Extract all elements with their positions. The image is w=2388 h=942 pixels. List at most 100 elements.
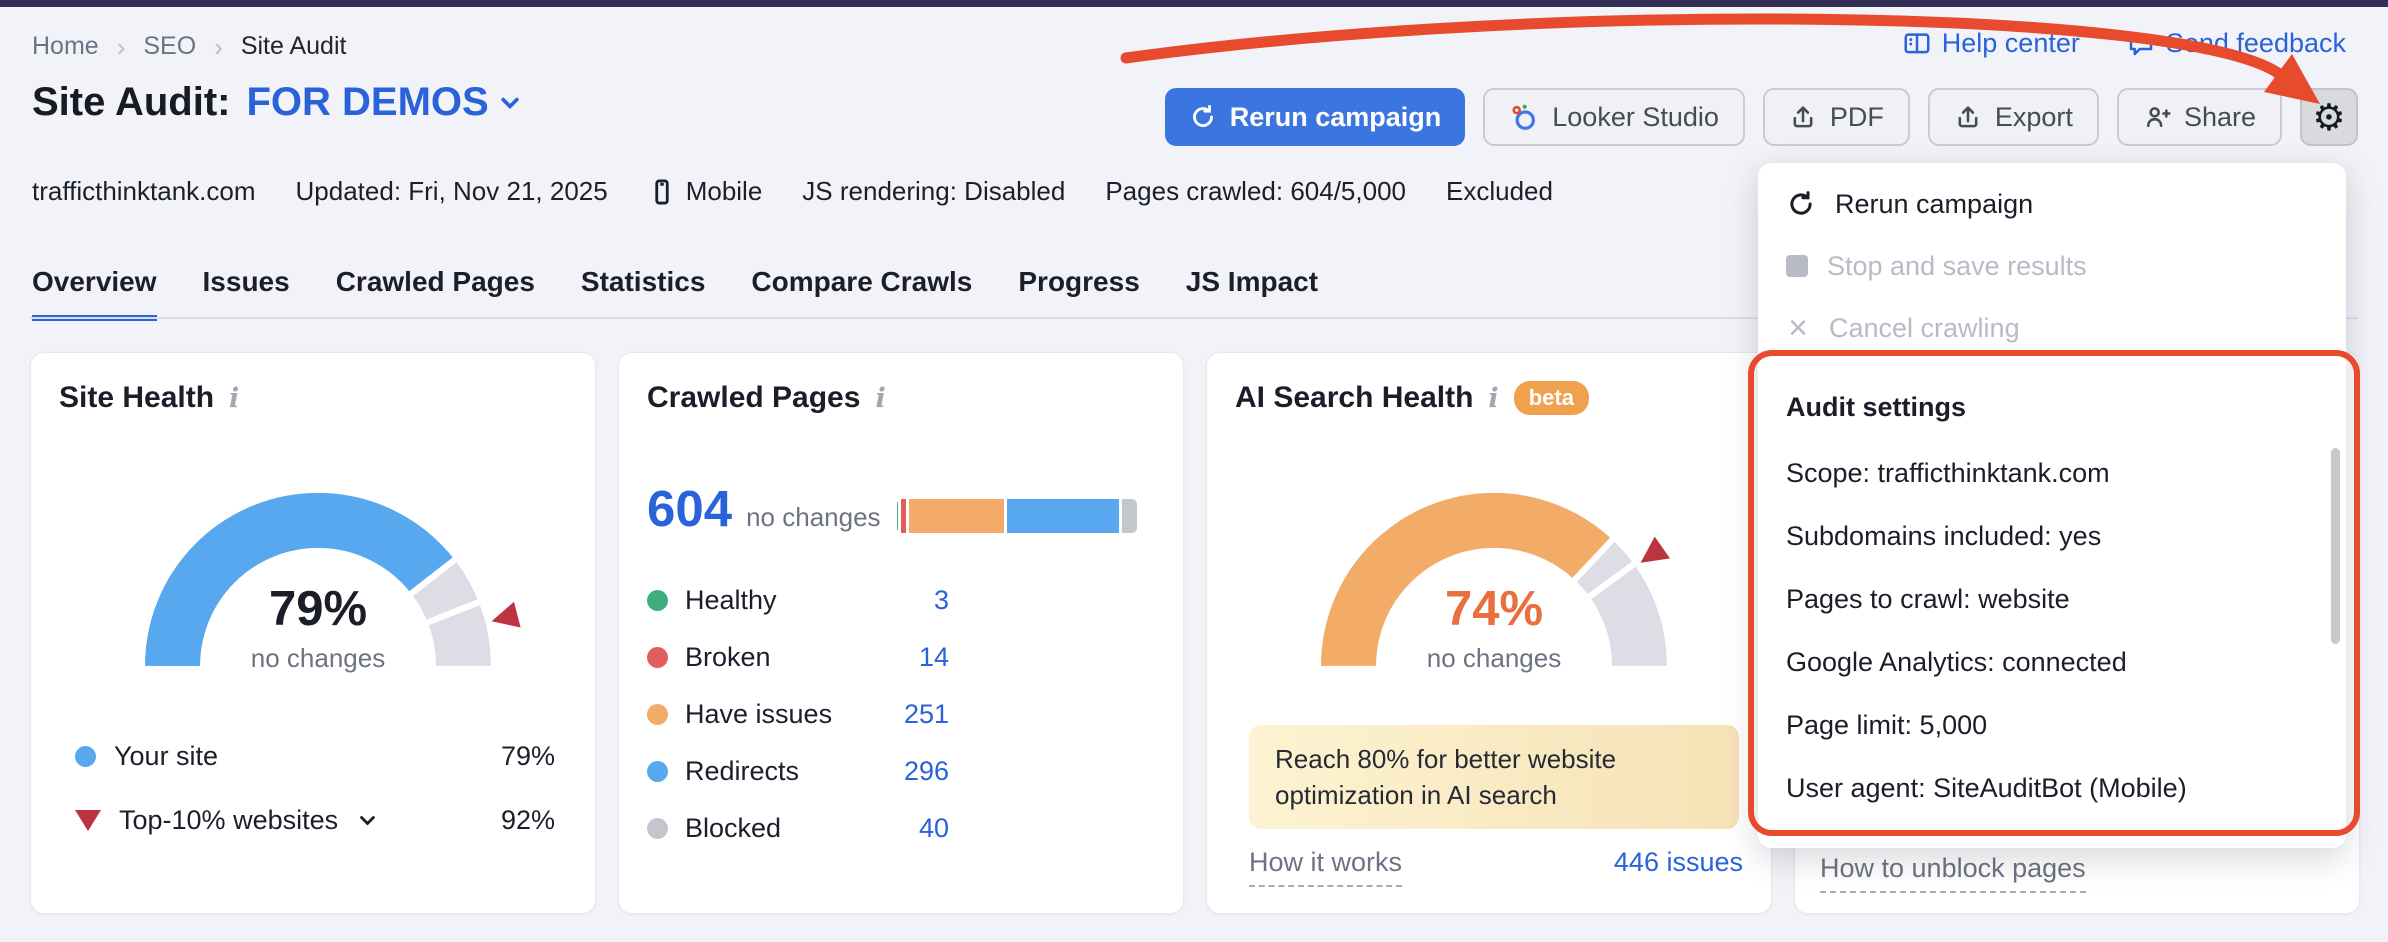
pages-crawled: Pages crawled: 604/5,000: [1105, 176, 1406, 206]
bar-segment-have-issues: [909, 499, 1005, 533]
tab-progress[interactable]: Progress: [1018, 266, 1140, 297]
chevron-right-icon: ›: [214, 31, 223, 62]
js-rendering: JS rendering: Disabled: [802, 176, 1066, 206]
ai-search-health-title: AI Search Health i beta: [1235, 381, 1589, 415]
tab-crawled-pages[interactable]: Crawled Pages: [335, 266, 535, 297]
chevron-right-icon: ›: [116, 31, 126, 62]
help-center-label: Help center: [1941, 28, 2080, 58]
tab-js-impact[interactable]: JS Impact: [1185, 266, 1319, 297]
campaign-updated: Updated: Fri, Nov 21, 2025: [295, 176, 608, 206]
stop-square-icon: [1786, 255, 1808, 277]
action-buttons: Rerun campaign Looker Studio PDF Export …: [1164, 88, 2358, 146]
chevron-down-icon[interactable]: [358, 811, 377, 830]
legend-have-issues: Have issues 251: [647, 691, 949, 737]
rerun-campaign-button[interactable]: Rerun campaign: [1164, 88, 1466, 146]
your-site-label: Your site: [114, 740, 219, 771]
breadcrumb-home[interactable]: Home: [32, 32, 99, 60]
breadcrumb: Home › SEO › Site Audit: [32, 32, 346, 61]
tab-overview[interactable]: Overview: [32, 266, 157, 321]
browser-top-edge: [0, 0, 2388, 7]
gray-dot-icon: [647, 817, 668, 839]
top10-label: Top-10% websites: [119, 804, 339, 835]
excluded-label: Excluded: [1446, 176, 1553, 206]
share-button[interactable]: Share: [2116, 88, 2282, 146]
upload-icon: [1789, 103, 1817, 131]
export-button[interactable]: Export: [1927, 88, 2099, 146]
bar-segment-healthy: [897, 499, 899, 533]
site-health-score: 79%: [268, 582, 368, 636]
page-title-label: Site Audit:: [32, 80, 231, 124]
redirects-label: Redirects: [685, 755, 800, 786]
bar-segment-redirects: [1007, 499, 1119, 533]
setting-google-analytics: Google Analytics: connected: [1786, 646, 2127, 677]
pdf-button[interactable]: PDF: [1762, 88, 1910, 146]
help-center-link[interactable]: Help center: [1902, 28, 2080, 59]
feedback-bubble-icon: [2126, 29, 2156, 59]
broken-value[interactable]: 14: [918, 641, 949, 672]
crawled-pages-stacked-bar: [897, 499, 1137, 533]
healthy-value[interactable]: 3: [933, 584, 949, 615]
person-plus-icon: [2143, 103, 2171, 131]
your-site-value: 79%: [500, 740, 555, 771]
site-health-gauge: [145, 492, 521, 667]
send-feedback-link[interactable]: Send feedback: [2126, 28, 2346, 59]
refresh-icon: [1189, 103, 1217, 131]
breadcrumb-site-audit: Site Audit: [240, 32, 347, 60]
info-icon[interactable]: i: [229, 382, 240, 414]
how-to-unblock-link[interactable]: How to unblock pages: [1820, 853, 2086, 893]
menu-cancel-label: Cancel crawling: [1829, 312, 2020, 343]
crawled-pages-total-row: 604 no changes: [647, 479, 881, 538]
top10-value: 92%: [500, 804, 555, 835]
campaign-selector[interactable]: FOR DEMOS: [247, 80, 521, 125]
setting-scope: Scope: trafficthinktank.com: [1786, 457, 2110, 488]
ai-search-banner: Reach 80% for better website optimizatio…: [1249, 725, 1739, 829]
redirects-value[interactable]: 296: [903, 755, 949, 786]
have-issues-value[interactable]: 251: [903, 698, 949, 729]
blocked-value[interactable]: 40: [918, 812, 949, 843]
breadcrumb-seo[interactable]: SEO: [143, 32, 197, 60]
menu-rerun-campaign[interactable]: Rerun campaign: [1786, 175, 2318, 233]
dropdown-scrollbar[interactable]: [2331, 448, 2340, 644]
device-label: Mobile: [685, 176, 763, 206]
close-icon: ×: [1788, 309, 1808, 347]
campaign-name: FOR DEMOS: [246, 80, 489, 124]
tab-bar: Overview Issues Crawled Pages Statistics…: [32, 266, 1318, 321]
legend-broken: Broken 14: [647, 634, 949, 680]
crawled-pages-change: no changes: [746, 502, 881, 532]
issues-count-link[interactable]: 446 issues: [1613, 847, 1743, 877]
info-icon[interactable]: i: [1488, 382, 1499, 414]
menu-stop-save[interactable]: Stop and save results: [1786, 237, 2318, 295]
settings-gear-button[interactable]: ⚙: [2300, 88, 2358, 146]
green-dot-icon: [647, 589, 668, 611]
upload-icon: [1954, 103, 1982, 131]
tab-compare-crawls[interactable]: Compare Crawls: [751, 266, 973, 297]
looker-studio-icon: [1509, 102, 1539, 132]
device-type: Mobile: [648, 176, 763, 207]
site-health-title-label: Site Health: [59, 381, 215, 414]
menu-cancel-crawling[interactable]: × Cancel crawling: [1786, 299, 2318, 357]
red-triangle-icon: [75, 809, 101, 831]
tab-issues[interactable]: Issues: [202, 266, 290, 297]
looker-studio-label: Looker Studio: [1552, 101, 1719, 132]
have-issues-label: Have issues: [685, 698, 833, 729]
how-it-works-link[interactable]: How it works: [1249, 847, 1403, 887]
crawled-pages-total[interactable]: 604: [647, 480, 733, 537]
crawled-pages-title-label: Crawled Pages: [647, 381, 861, 414]
info-icon[interactable]: i: [875, 382, 886, 414]
setting-subdomains: Subdomains included: yes: [1786, 520, 2102, 551]
gear-icon: ⚙: [2312, 96, 2346, 138]
tab-statistics[interactable]: Statistics: [580, 266, 706, 297]
rerun-campaign-label: Rerun campaign: [1229, 101, 1442, 132]
book-icon: [1902, 29, 1932, 59]
blocked-label: Blocked: [685, 812, 782, 843]
top-links: Help center Send feedback: [1902, 28, 2346, 59]
send-feedback-label: Send feedback: [2165, 28, 2346, 58]
ai-search-health-card: AI Search Health i beta 74% no changes R…: [1206, 352, 1772, 914]
legend-your-site: Your site 79%: [75, 733, 555, 779]
site-health-card: Site Health i 79% no changes Your site 7…: [30, 352, 596, 914]
site-health-change: no changes: [250, 643, 386, 673]
looker-studio-button[interactable]: Looker Studio: [1483, 88, 1745, 146]
mobile-phone-icon: [648, 178, 676, 206]
menu-rerun-label: Rerun campaign: [1835, 188, 2034, 219]
